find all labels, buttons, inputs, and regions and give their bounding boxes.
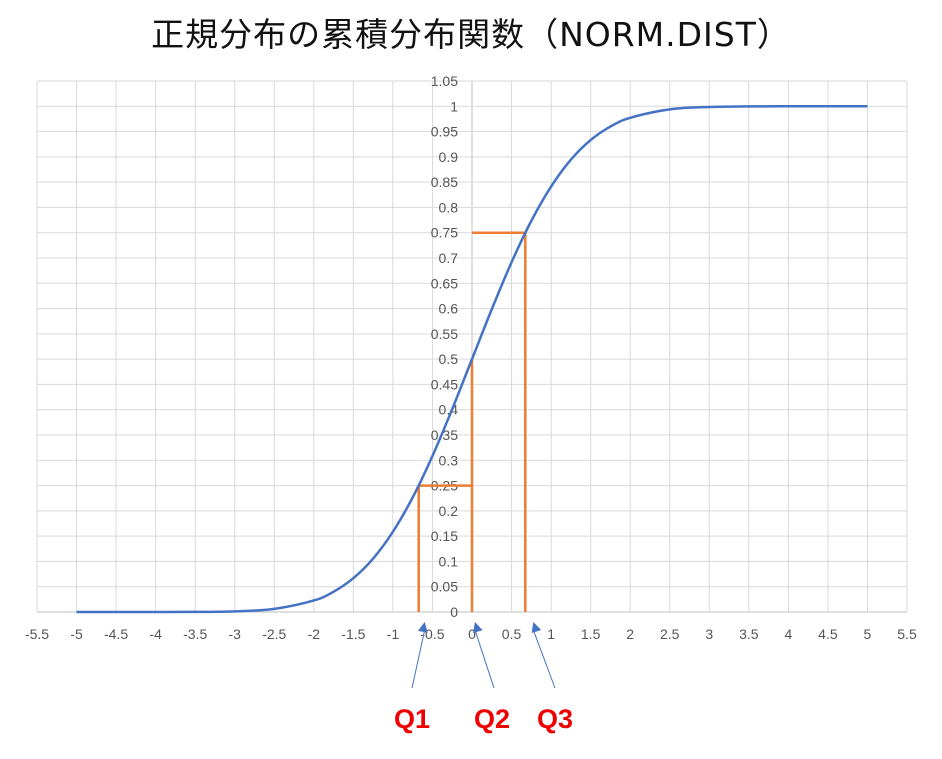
y-tick-label: 0.45 — [431, 376, 458, 392]
x-tick-label: 5 — [864, 626, 872, 642]
y-tick-label: 0.3 — [439, 452, 459, 468]
x-tick-label: -2 — [308, 626, 321, 642]
y-axis-tick-labels: 00.050.10.150.20.250.30.350.40.450.50.55… — [431, 73, 458, 620]
x-tick-label: -4 — [149, 626, 162, 642]
quartile-arrows — [411, 622, 556, 689]
quartile-label-q2: Q2 — [474, 704, 510, 734]
x-tick-label: -1 — [387, 626, 400, 642]
x-tick-label: -2.5 — [262, 626, 286, 642]
x-tick-label: -3.5 — [183, 626, 207, 642]
quartile-arrowhead — [417, 622, 428, 633]
cdf-curve-layer — [76, 105, 868, 614]
y-tick-label: 0.9 — [439, 149, 459, 165]
x-tick-label: 0.5 — [502, 626, 522, 642]
y-tick-label: 0.35 — [431, 427, 458, 443]
x-tick-label: 5.5 — [897, 626, 917, 642]
y-tick-label: 1 — [450, 98, 458, 114]
x-tick-label: 2.5 — [660, 626, 680, 642]
x-tick-label: -4.5 — [104, 626, 128, 642]
x-tick-label: 3.5 — [739, 626, 759, 642]
chart-title: 正規分布の累積分布関数（NORM.DIST） — [151, 15, 791, 54]
x-tick-label: 1.5 — [581, 626, 601, 642]
y-tick-label: 0.5 — [439, 351, 459, 367]
quartile-labels: Q1 Q2 Q3 — [394, 704, 573, 734]
y-tick-label: 0.75 — [431, 225, 458, 241]
x-tick-label: -5.5 — [25, 626, 49, 642]
x-tick-label: 0 — [468, 626, 476, 642]
x-axis-tick-labels: -5.5 -5 -4.5 -4 -3.5 -3 -2.5 -2 -1.5 -1 -0.5 0 0.5 1 1… — [25, 626, 917, 642]
quartile-arrowhead — [472, 622, 483, 633]
quartile-arrow-line — [411, 629, 426, 689]
y-tick-label: 1.05 — [431, 73, 458, 89]
x-tick-label: -5 — [70, 626, 83, 642]
y-tick-label: 0.1 — [439, 553, 459, 569]
quartile-label-q1: Q1 — [394, 704, 430, 734]
cdf-curve — [76, 105, 868, 614]
y-tick-label: 0.6 — [439, 301, 459, 317]
y-tick-label: 0.2 — [439, 503, 459, 519]
quartile-arrow-line — [474, 629, 495, 689]
x-tick-label: 4.5 — [818, 626, 838, 642]
quartile-guides — [417, 231, 527, 612]
x-tick-label: 2 — [626, 626, 634, 642]
quartile-arrowhead — [531, 622, 542, 634]
y-tick-label: 0.8 — [439, 199, 459, 215]
quartile-label-q3: Q3 — [537, 704, 573, 734]
y-tick-label: 0.95 — [431, 124, 458, 140]
y-tick-label: 0.15 — [431, 528, 458, 544]
y-tick-label: 0.85 — [431, 174, 458, 190]
y-tick-label: 0.65 — [431, 275, 458, 291]
y-tick-label: 0.55 — [431, 326, 458, 342]
x-tick-label: 1 — [547, 626, 555, 642]
x-tick-label: 4 — [784, 626, 792, 642]
y-tick-label: 0.05 — [431, 579, 458, 595]
y-tick-label: 0 — [450, 604, 458, 620]
x-tick-label: -3 — [229, 626, 242, 642]
x-tick-label: -1.5 — [341, 626, 365, 642]
x-tick-label: 3 — [705, 626, 713, 642]
quartile-arrow-line — [532, 629, 556, 689]
y-tick-label: 0.7 — [439, 250, 459, 266]
